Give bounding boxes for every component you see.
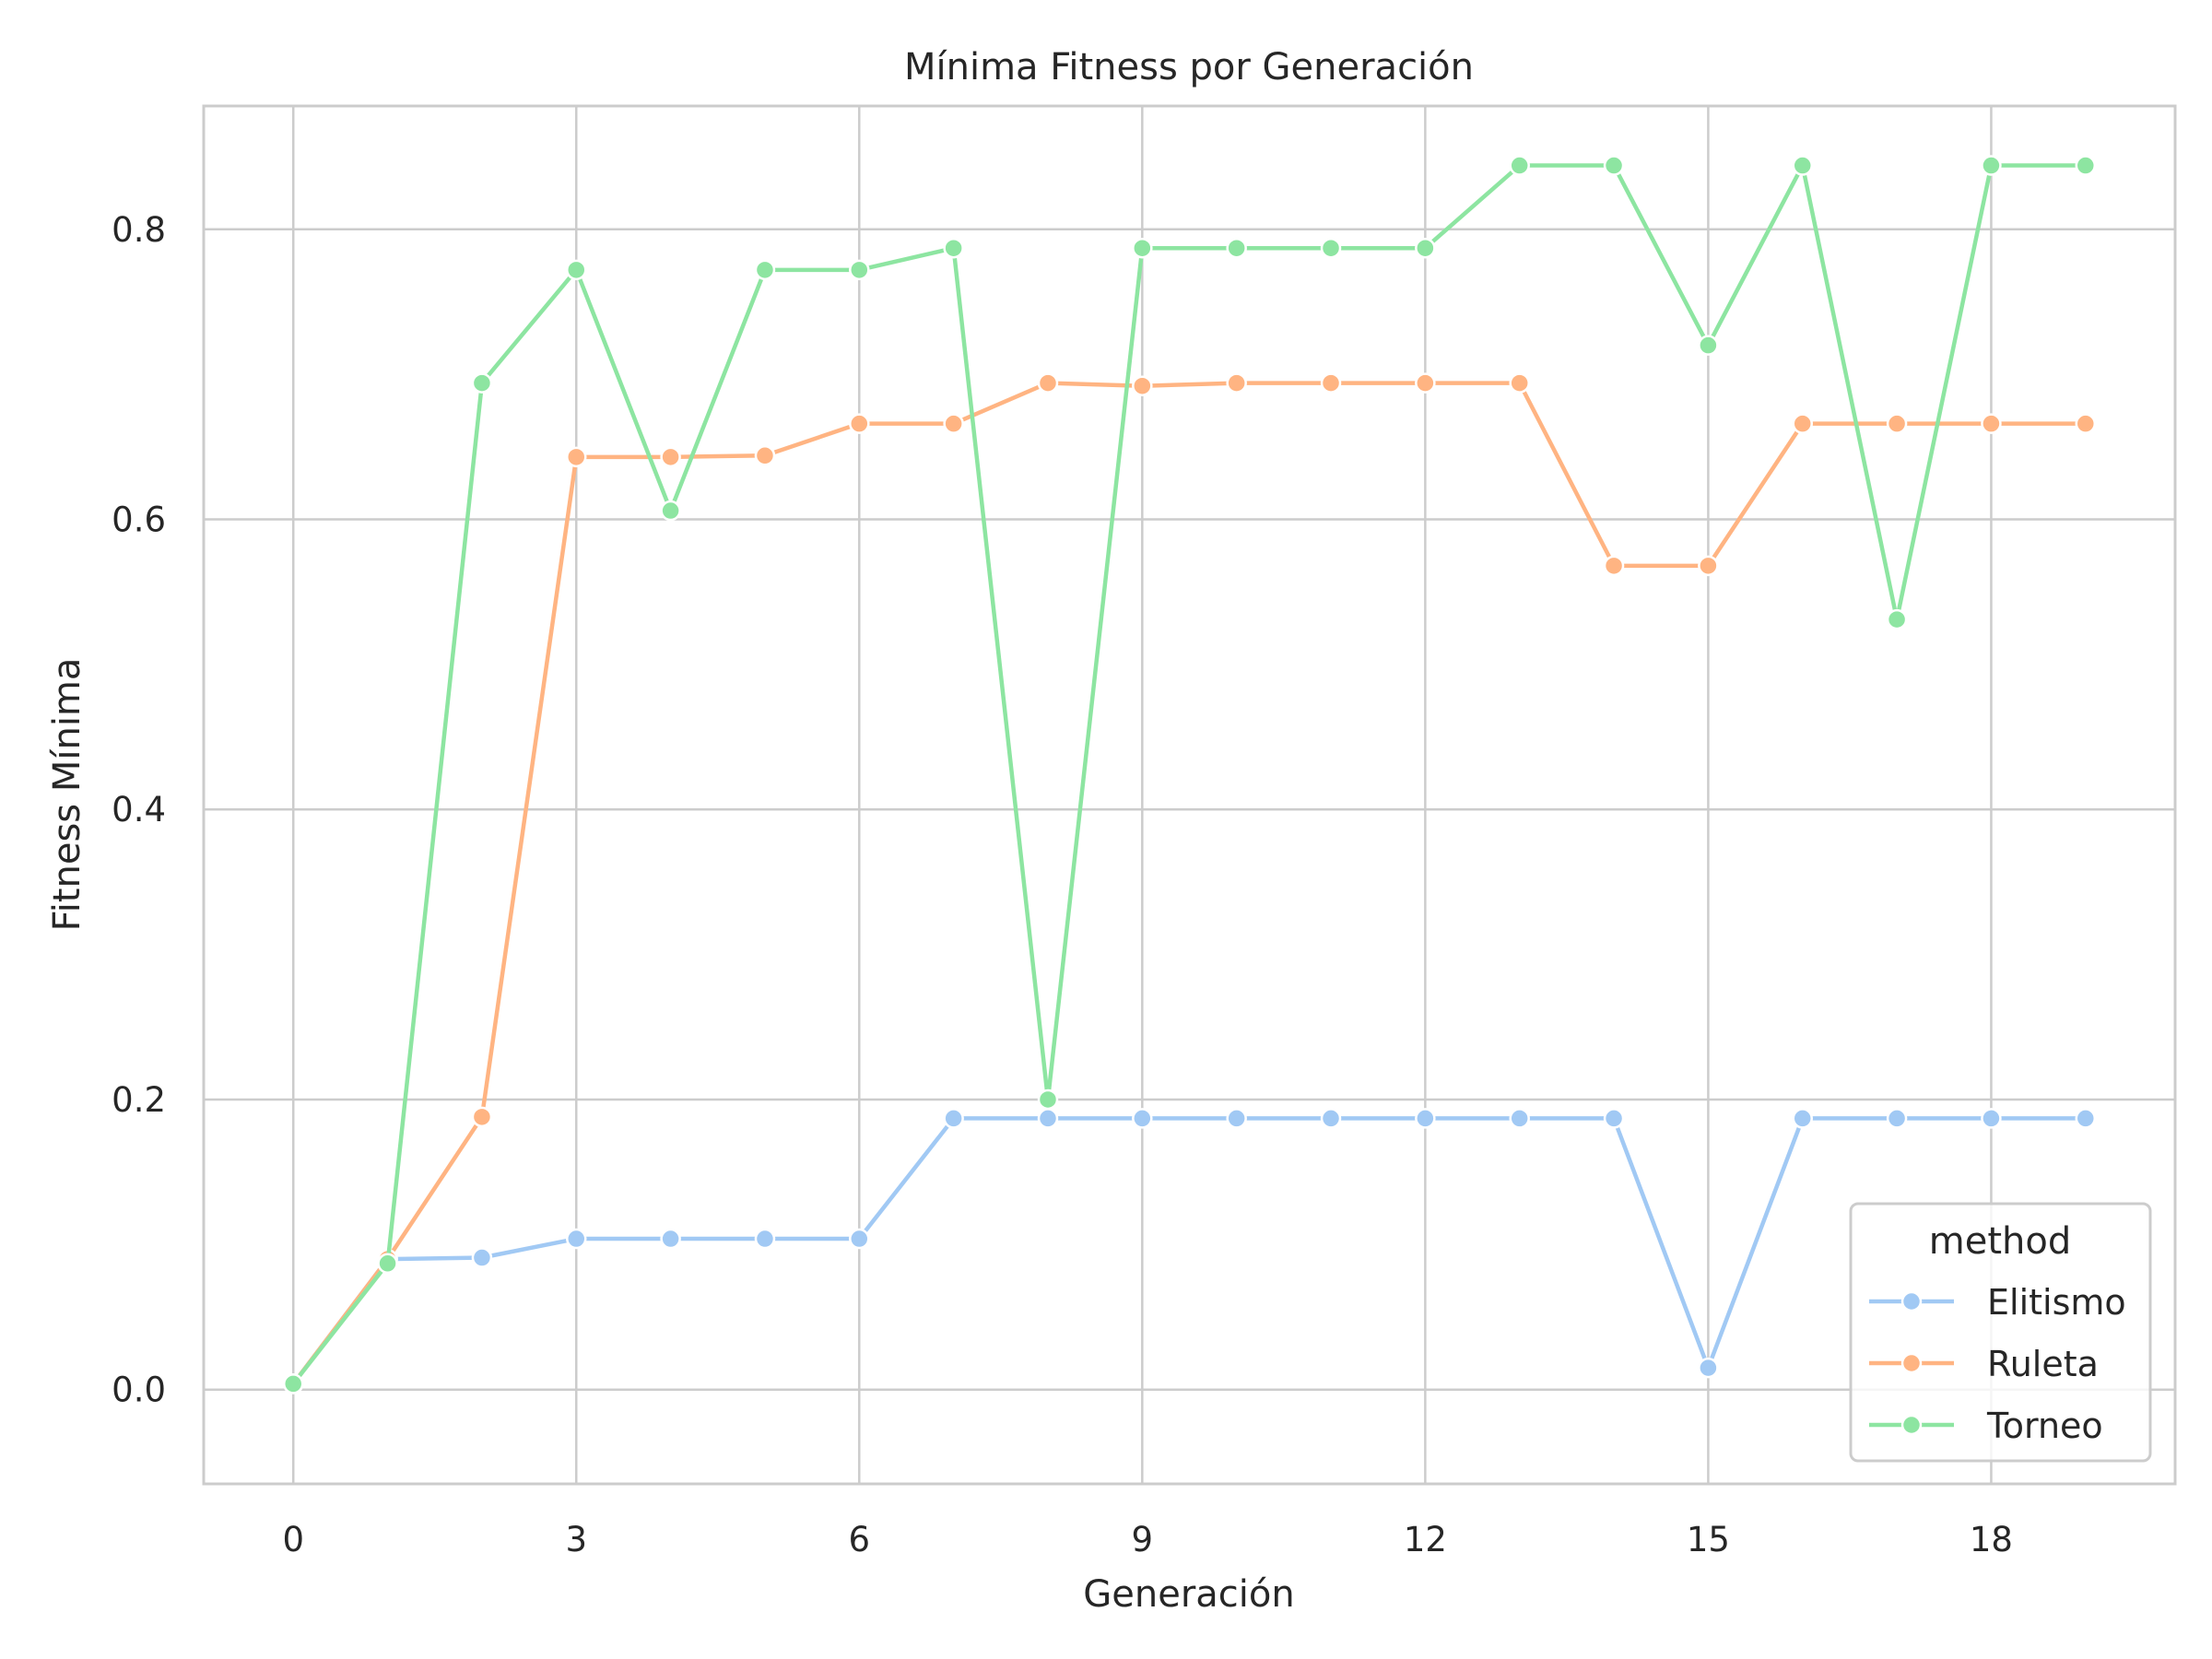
data-point xyxy=(1132,375,1153,396)
data-point xyxy=(2075,155,2097,176)
legend: method Elitismo Ruleta Torneo xyxy=(1849,1202,2152,1463)
series-torneo xyxy=(282,155,2097,1394)
plot-frame xyxy=(202,104,2177,1486)
data-point xyxy=(1320,237,1342,259)
y-tick-label: 0.4 xyxy=(112,790,166,830)
legend-item-elitismo: Elitismo xyxy=(1869,1282,2126,1323)
data-point xyxy=(1792,1108,1813,1129)
data-point xyxy=(1132,237,1153,259)
data-point xyxy=(849,413,870,434)
data-point xyxy=(471,372,493,394)
series-line xyxy=(290,381,2088,1386)
data-point xyxy=(1037,1108,1059,1129)
x-tick-label: 12 xyxy=(1404,1520,1447,1559)
series-layer xyxy=(282,155,2097,1394)
data-point xyxy=(1886,1108,1908,1129)
data-point xyxy=(1981,1108,2002,1129)
data-point xyxy=(1698,555,1719,577)
data-point xyxy=(566,446,587,468)
data-point xyxy=(660,500,681,522)
grid xyxy=(204,106,2175,1484)
legend-swatch-marker xyxy=(1900,1352,1923,1374)
data-point xyxy=(1698,335,1719,356)
y-tick-label: 0.2 xyxy=(112,1080,166,1120)
y-tick-label: 0.6 xyxy=(112,500,166,540)
data-point xyxy=(1509,372,1530,394)
x-tick-label: 15 xyxy=(1687,1520,1730,1559)
data-point xyxy=(1226,237,1247,259)
x-tick-label: 18 xyxy=(1970,1520,2013,1559)
data-point xyxy=(282,1373,304,1394)
data-point xyxy=(1415,237,1436,259)
data-point xyxy=(1981,155,2002,176)
data-point xyxy=(1603,1108,1625,1129)
legend-item-torneo: Torneo xyxy=(1869,1406,2103,1446)
legend-swatch-marker xyxy=(1900,1414,1923,1436)
data-point xyxy=(1886,413,1908,434)
y-axis-label: Fitness Mínima xyxy=(46,658,88,932)
x-tick-label: 3 xyxy=(565,1520,587,1559)
data-point xyxy=(943,413,964,434)
data-point xyxy=(1320,372,1342,394)
data-point xyxy=(566,259,587,281)
x-axis-label: Generación xyxy=(1083,1573,1294,1616)
y-tick-label: 0.8 xyxy=(112,210,166,250)
data-point xyxy=(2075,1108,2097,1129)
data-point xyxy=(1509,155,1530,176)
data-point xyxy=(1037,372,1059,394)
data-point xyxy=(943,1108,964,1129)
y-tick-label: 0.0 xyxy=(112,1371,166,1410)
legend-label: Elitismo xyxy=(1987,1282,2126,1323)
series-ruleta xyxy=(282,372,2097,1394)
series-line xyxy=(290,163,2088,1386)
data-point xyxy=(1132,1108,1153,1129)
x-tick-label: 9 xyxy=(1132,1520,1154,1559)
data-point xyxy=(1886,608,1908,630)
data-point xyxy=(943,237,964,259)
legend-label: Torneo xyxy=(1986,1406,2103,1446)
data-point xyxy=(1320,1108,1342,1129)
legend-box xyxy=(1849,1202,2152,1463)
data-point xyxy=(377,1253,398,1275)
data-point xyxy=(660,446,681,468)
data-point xyxy=(566,1228,587,1250)
legend-item-ruleta: Ruleta xyxy=(1869,1344,2099,1384)
x-tick-label: 6 xyxy=(849,1520,871,1559)
data-point xyxy=(1509,1108,1530,1129)
data-point xyxy=(1698,1357,1719,1379)
series-line xyxy=(290,1116,2088,1386)
data-point xyxy=(2075,413,2097,434)
y-tick-labels: 0.0 0.2 0.4 0.6 0.8 xyxy=(112,210,166,1410)
data-point xyxy=(754,445,776,466)
legend-label: Ruleta xyxy=(1987,1344,2099,1384)
legend-items: Elitismo Ruleta Torneo xyxy=(1869,1282,2126,1446)
data-point xyxy=(1226,1108,1247,1129)
data-point xyxy=(1415,372,1436,394)
data-point xyxy=(1792,413,1813,434)
data-point xyxy=(1415,1108,1436,1129)
data-point xyxy=(471,1247,493,1268)
data-point xyxy=(849,1228,870,1250)
data-point xyxy=(660,1228,681,1250)
data-point xyxy=(1792,155,1813,176)
legend-title: method xyxy=(1929,1220,2071,1263)
data-point xyxy=(754,259,776,281)
data-point xyxy=(1603,155,1625,176)
data-point xyxy=(471,1106,493,1128)
data-point xyxy=(1037,1088,1059,1111)
data-point xyxy=(1981,413,2002,434)
data-point xyxy=(1226,372,1247,394)
data-point xyxy=(754,1228,776,1250)
x-tick-label: 0 xyxy=(282,1520,304,1559)
chart-title: Mínima Fitness por Generación xyxy=(904,46,1474,88)
data-point xyxy=(1603,555,1625,577)
legend-swatch-marker xyxy=(1900,1290,1923,1312)
data-point xyxy=(849,259,870,281)
x-tick-labels: 0 3 6 9 12 15 18 xyxy=(282,1520,2013,1559)
